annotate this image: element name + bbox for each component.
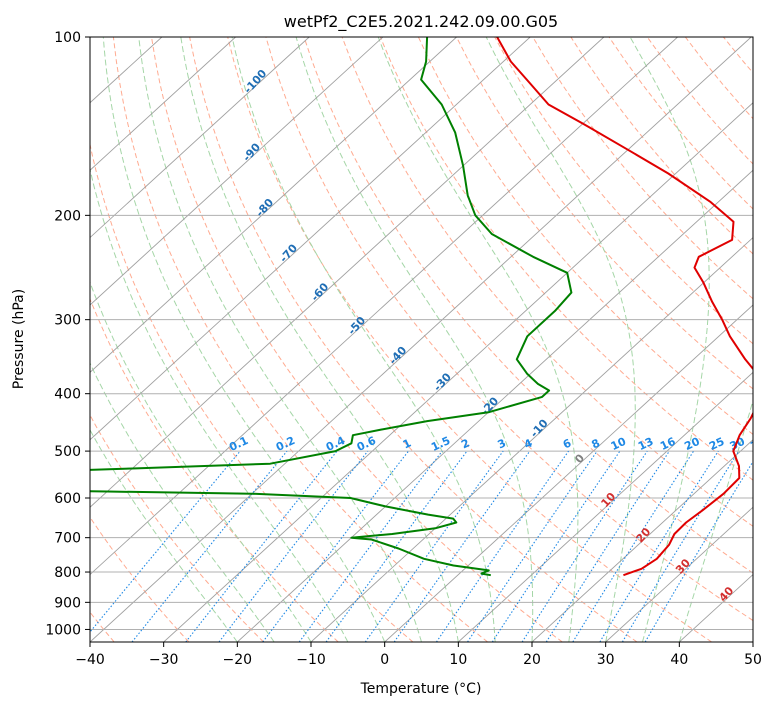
mixing-ratio-line bbox=[644, 460, 753, 642]
y-tick-label: 400 bbox=[54, 387, 81, 403]
moist-adiabat-line bbox=[295, 37, 534, 642]
isotherm-line bbox=[90, 37, 384, 306]
dry-adiabats bbox=[90, 37, 753, 642]
dry-adiabat-line bbox=[112, 37, 488, 642]
mixing-ratio-line bbox=[467, 450, 598, 642]
mixing-ratio-line bbox=[185, 450, 338, 642]
mixing-ratio-label: 30 bbox=[728, 435, 748, 453]
x-axis-ticks: −40 −30 −20 −10 0 10 20 30 40 50 bbox=[75, 642, 762, 668]
mixing-ratio-line bbox=[364, 450, 504, 642]
temperature-profile-line bbox=[496, 37, 753, 577]
moist-adiabat-line bbox=[180, 37, 459, 642]
x-axis-label: Temperature (°C) bbox=[360, 681, 482, 697]
isotherm-line bbox=[90, 37, 678, 576]
isotherm-line bbox=[90, 37, 310, 239]
isotherm-line bbox=[605, 506, 753, 642]
y-tick-label: 900 bbox=[54, 595, 81, 611]
dry-adiabat-line bbox=[90, 516, 190, 642]
mixing-ratio-line bbox=[621, 450, 740, 642]
mixing-ratio-line bbox=[521, 450, 648, 642]
y-tick-label: 1000 bbox=[45, 622, 81, 638]
chart-title: wetPf2_C2E5.2021.242.09.00.G05 bbox=[284, 12, 558, 32]
y-tick-label: 600 bbox=[54, 491, 81, 507]
x-tick-label: 20 bbox=[523, 652, 541, 668]
dry-adiabat-line bbox=[303, 37, 753, 574]
mixing-ratio-line bbox=[491, 450, 621, 642]
y-axis-ticks: 100 200 300 400 500 600 700 800 900 1000 bbox=[45, 30, 90, 638]
dry-adiabat-line bbox=[227, 37, 712, 642]
mixing-ratio-line bbox=[435, 450, 570, 642]
isotherm-line bbox=[90, 37, 236, 171]
x-tick-label: −10 bbox=[296, 652, 326, 668]
dry-adiabat-line bbox=[265, 37, 753, 622]
moist-adiabats bbox=[90, 37, 753, 642]
dry-adiabat-line bbox=[532, 37, 753, 300]
isotherm-line bbox=[163, 102, 753, 642]
mixing-ratio-label: 20 bbox=[682, 435, 702, 453]
x-tick-label: 10 bbox=[449, 652, 467, 668]
x-tick-label: −40 bbox=[75, 652, 105, 668]
plot-frame bbox=[89, 36, 754, 643]
mixing-ratio-label: 10 bbox=[609, 435, 629, 453]
mixing-ratio-line bbox=[545, 450, 670, 642]
isotherm-line bbox=[310, 236, 753, 642]
mixing-ratio-label: 36 bbox=[748, 435, 768, 453]
y-tick-label: 300 bbox=[54, 313, 81, 329]
dry-adiabat-line bbox=[151, 37, 563, 642]
isotherm-line bbox=[90, 37, 752, 642]
isotherm-line bbox=[531, 439, 753, 642]
dewpoint-profile-line bbox=[90, 37, 573, 577]
mixing-ratio-label: 25 bbox=[707, 435, 726, 453]
mixing-ratio-line bbox=[262, 450, 409, 642]
isotherms bbox=[90, 37, 753, 642]
mixing-ratio-line bbox=[325, 450, 468, 642]
dry-adiabat-line bbox=[456, 37, 753, 390]
sounding-profiles bbox=[90, 37, 753, 577]
moist-adiabat-line bbox=[485, 37, 636, 642]
y-tick-label: 100 bbox=[54, 30, 81, 46]
moist-adiabat-line bbox=[90, 362, 275, 642]
moist-adiabat-line bbox=[138, 37, 422, 642]
dry-adiabat-line bbox=[379, 37, 753, 481]
isotherm-line bbox=[236, 169, 753, 642]
y-tick-label: 700 bbox=[54, 531, 81, 547]
x-tick-label: 50 bbox=[744, 652, 762, 668]
mixing-ratio-label: 13 bbox=[636, 435, 655, 453]
x-tick-label: −30 bbox=[149, 652, 179, 668]
moist-adiabat-line bbox=[102, 37, 386, 642]
plot-area: -100-90-80-70-60-50-40-30-20-10010203040… bbox=[90, 37, 768, 642]
isotherm-line bbox=[90, 37, 531, 441]
x-tick-label: −20 bbox=[223, 652, 253, 668]
dry-adiabat-line bbox=[90, 414, 264, 642]
isotherm-line bbox=[90, 37, 605, 508]
x-tick-label: 30 bbox=[597, 652, 615, 668]
moist-adiabat-line bbox=[90, 167, 349, 642]
mixing-ratio-line bbox=[572, 450, 695, 642]
x-tick-label: 0 bbox=[380, 652, 389, 668]
moist-adiabat-line bbox=[678, 398, 753, 642]
y-tick-label: 500 bbox=[54, 444, 81, 460]
dry-adiabat-line bbox=[341, 37, 753, 527]
isotherm-line bbox=[457, 371, 753, 642]
dry-adiabat-line bbox=[189, 37, 638, 642]
mixing-ratio-line bbox=[218, 450, 369, 642]
moist-adiabat-line bbox=[90, 428, 238, 642]
moist-adiabat-line bbox=[377, 37, 579, 642]
mixing-ratio-label: 16 bbox=[658, 435, 678, 453]
y-axis-label: Pressure (hPa) bbox=[11, 289, 27, 389]
isotherm-line bbox=[384, 304, 753, 642]
mixing-ratio-line bbox=[298, 450, 443, 642]
y-tick-label: 200 bbox=[54, 208, 81, 224]
x-tick-label: 40 bbox=[670, 652, 688, 668]
isotherm-line bbox=[90, 37, 457, 373]
y-tick-label: 800 bbox=[54, 565, 81, 581]
